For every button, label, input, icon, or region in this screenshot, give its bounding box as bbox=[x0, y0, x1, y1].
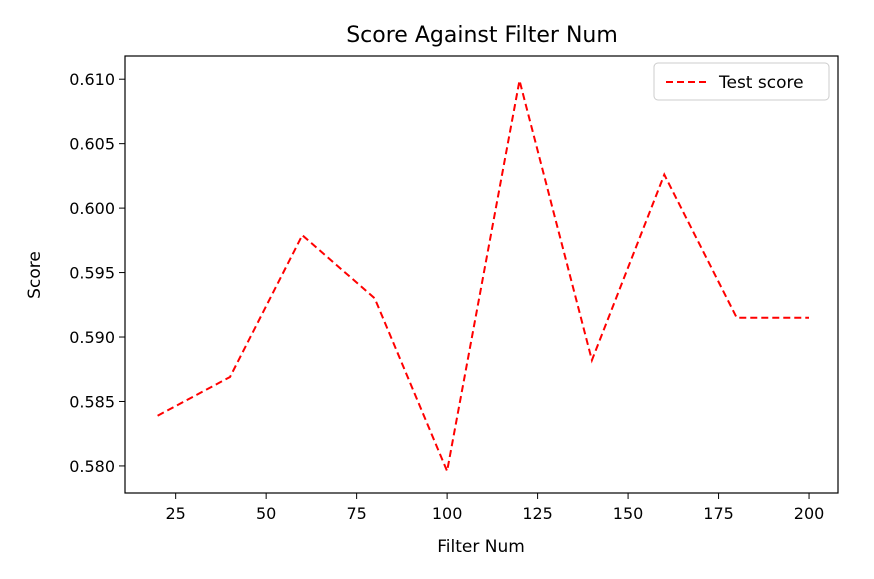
legend: Test score bbox=[653, 62, 830, 101]
y-axis-ticks: 0.580 0.585 0.590 0.595 0.600 0.605 0.610 bbox=[69, 70, 125, 476]
y-axis-label: Score bbox=[25, 251, 45, 299]
x-tick-label: 50 bbox=[256, 504, 276, 523]
plot-area: 0.580 0.585 0.590 0.595 0.600 0.605 0.610 25 50… bbox=[69, 55, 839, 523]
y-tick-label: 0.595 bbox=[69, 264, 115, 283]
legend-box bbox=[653, 62, 830, 101]
series-line-0 bbox=[157, 80, 809, 475]
y-tick-label: 0.610 bbox=[69, 70, 115, 89]
x-tick-label: 150 bbox=[613, 504, 644, 523]
y-tick-label: 0.600 bbox=[69, 199, 115, 218]
x-tick-label: 125 bbox=[522, 504, 553, 523]
y-tick-label: 0.585 bbox=[69, 392, 115, 411]
y-tick-label: 0.590 bbox=[69, 328, 115, 347]
x-tick-label: 100 bbox=[432, 504, 463, 523]
chart-title: Score Against Filter Num bbox=[346, 23, 618, 48]
y-tick-label: 0.605 bbox=[69, 135, 115, 154]
x-tick-label: 200 bbox=[794, 504, 825, 523]
series-layer bbox=[157, 80, 809, 475]
y-tick-label: 0.580 bbox=[69, 457, 115, 476]
x-axis-label: Filter Num bbox=[437, 537, 525, 557]
x-axis-ticks: 25 50 75 100 125 150 175 200 bbox=[165, 493, 824, 523]
plot-frame bbox=[124, 55, 839, 494]
x-tick-label: 175 bbox=[703, 504, 734, 523]
x-tick-label: 75 bbox=[346, 504, 366, 523]
legend-entry: Test score bbox=[718, 73, 804, 93]
x-tick-label: 25 bbox=[165, 504, 185, 523]
